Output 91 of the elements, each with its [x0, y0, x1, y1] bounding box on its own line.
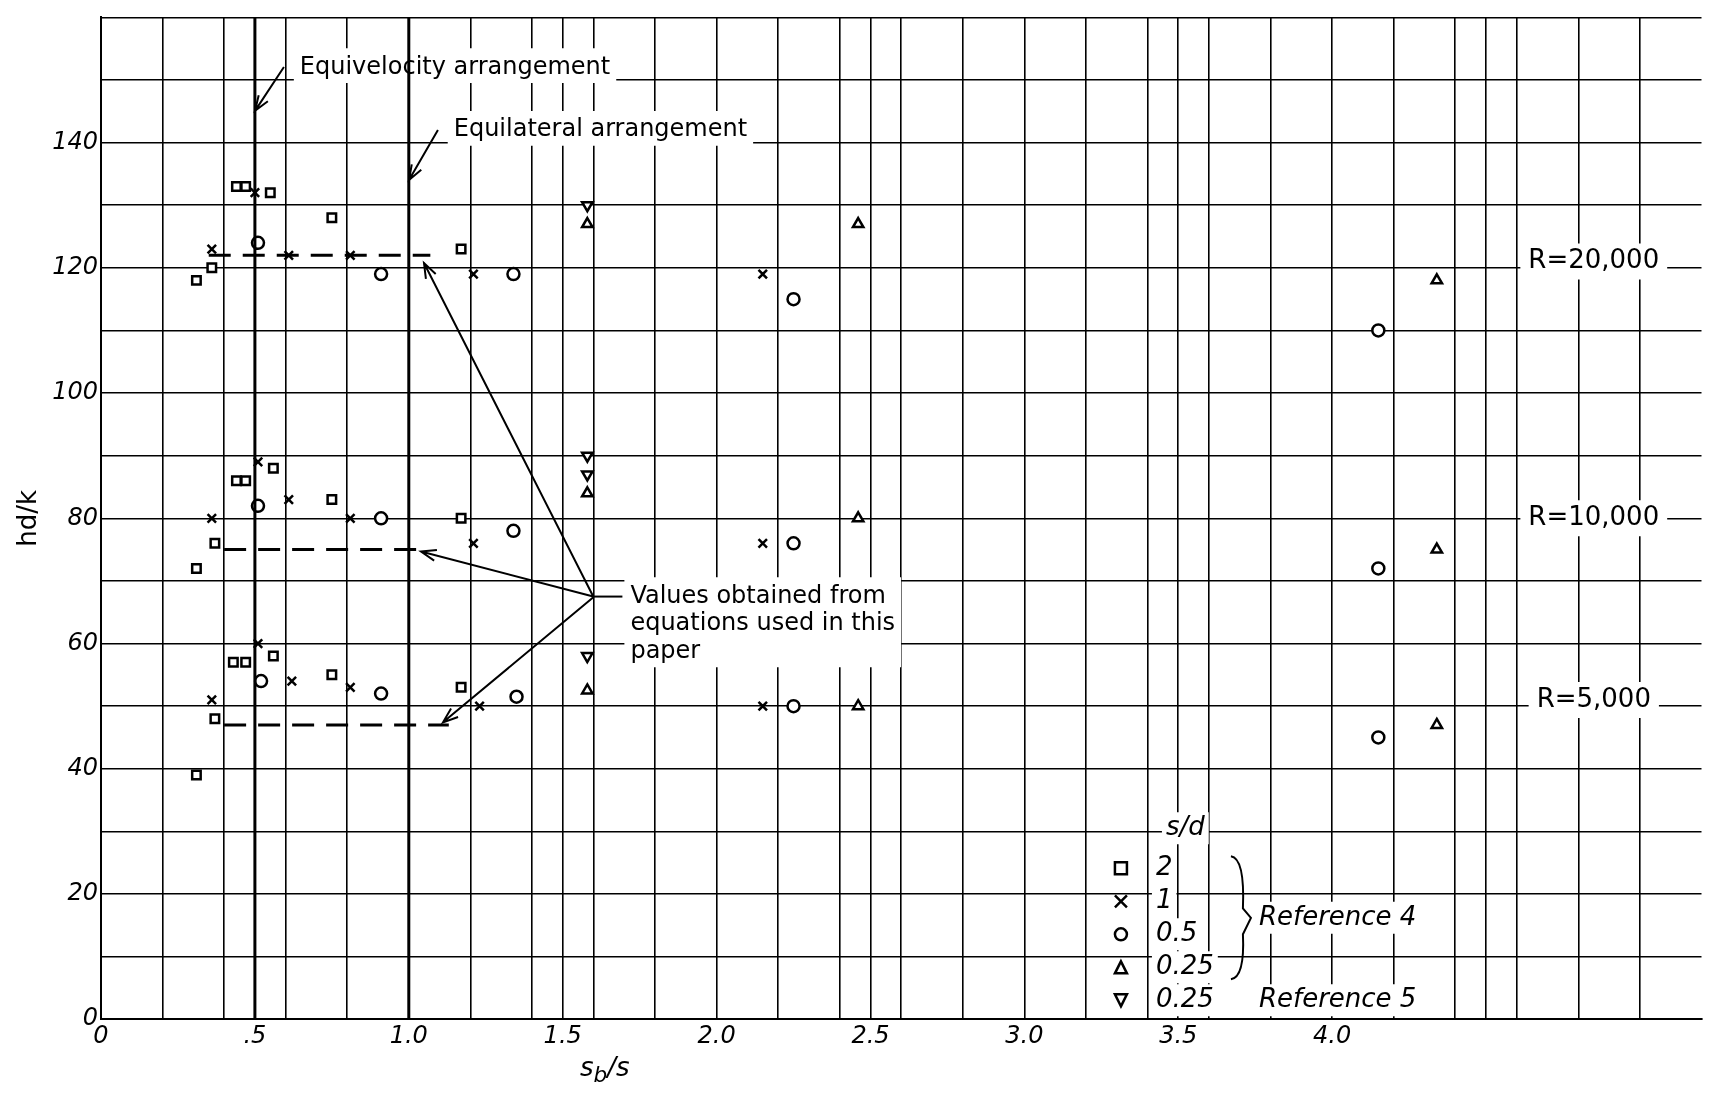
annotation: Reference 5: [1258, 983, 1417, 1014]
point: [1430, 273, 1444, 285]
point: [580, 451, 594, 463]
point: [206, 694, 218, 706]
y-tick-label: 20: [67, 878, 99, 907]
x-tick-label: 1.5: [543, 1020, 582, 1049]
y-tick-label: 60: [67, 627, 99, 656]
point: [786, 291, 801, 307]
point: [580, 216, 594, 229]
point: [227, 656, 239, 668]
point: [209, 713, 221, 725]
point: [851, 511, 865, 523]
y-tick-label: 40: [67, 752, 99, 781]
point: [786, 698, 801, 714]
point: [851, 216, 865, 229]
point: [851, 698, 865, 711]
y-tick-label: 80: [67, 502, 99, 531]
y-axis-title: hd/k: [12, 489, 43, 547]
point: [757, 537, 769, 549]
legend-label: 0.5: [1155, 917, 1198, 948]
point: [206, 512, 218, 524]
point: [209, 537, 221, 549]
point: [286, 675, 298, 687]
point: [467, 537, 479, 549]
point: [580, 200, 594, 213]
annotation: R=10,000: [1528, 501, 1660, 532]
point: [267, 462, 279, 474]
point: [190, 562, 202, 574]
point: [474, 700, 486, 712]
point: [373, 266, 389, 282]
point: [580, 470, 594, 482]
x-tick-label: 2.0: [697, 1020, 736, 1049]
point: [240, 656, 252, 668]
x-tick-label: 4.0: [1313, 1020, 1352, 1049]
x-tick-label: 3.5: [1159, 1020, 1198, 1049]
x-tick-label: 2.5: [851, 1020, 890, 1049]
x-tick-label: 1.0: [389, 1020, 428, 1049]
point: [326, 494, 338, 506]
y-tick-label: 140: [52, 126, 99, 155]
point: [455, 243, 467, 255]
annotation: Values obtained from equations used in this paper: [630, 580, 896, 664]
point: [206, 243, 218, 255]
x-axis-title: s$_{b}$/s: [580, 1052, 630, 1088]
point: [240, 475, 252, 487]
legend-title: s/d: [1165, 811, 1206, 842]
y-tick-label: 120: [52, 252, 99, 281]
point: [455, 681, 467, 693]
point: [344, 249, 356, 261]
point: [240, 180, 252, 192]
ref-line-label: Equilateral arrangement: [453, 114, 748, 143]
point: [786, 536, 801, 551]
point: [283, 249, 295, 261]
point: [267, 650, 279, 662]
point: [757, 268, 769, 280]
point: [506, 266, 521, 282]
point: [580, 683, 594, 695]
point: [264, 187, 276, 199]
point: [1371, 561, 1386, 576]
point: [249, 187, 261, 199]
x-tick-label: .5: [243, 1020, 267, 1049]
point: [1371, 323, 1386, 338]
annotation: R=20,000: [1528, 244, 1660, 275]
point: [580, 651, 594, 664]
point: [253, 673, 269, 689]
point: [467, 268, 479, 280]
point: [509, 689, 524, 704]
x-tick-label: 3.0: [1005, 1020, 1044, 1049]
legend-label: 0.25: [1155, 983, 1214, 1014]
point: [190, 274, 202, 286]
point: [283, 494, 295, 506]
point: [757, 700, 769, 712]
legend-label: 0.25: [1155, 950, 1214, 981]
annotation: Reference 4: [1258, 900, 1417, 931]
point: [326, 669, 338, 681]
point: [373, 511, 389, 526]
point: [190, 769, 202, 781]
point: [580, 486, 594, 498]
legend-label: 2: [1155, 851, 1173, 882]
y-tick-label: 100: [52, 377, 99, 406]
point: [455, 512, 467, 524]
point: [1430, 542, 1444, 554]
point: [344, 681, 356, 693]
point: [1430, 717, 1444, 730]
point: [344, 512, 356, 524]
legend-label: 1: [1155, 884, 1173, 915]
point: [373, 686, 389, 701]
annotation: R=5,000: [1536, 682, 1651, 713]
point: [206, 262, 218, 274]
point: [1371, 730, 1386, 745]
point: [326, 212, 338, 224]
point: [506, 523, 521, 539]
